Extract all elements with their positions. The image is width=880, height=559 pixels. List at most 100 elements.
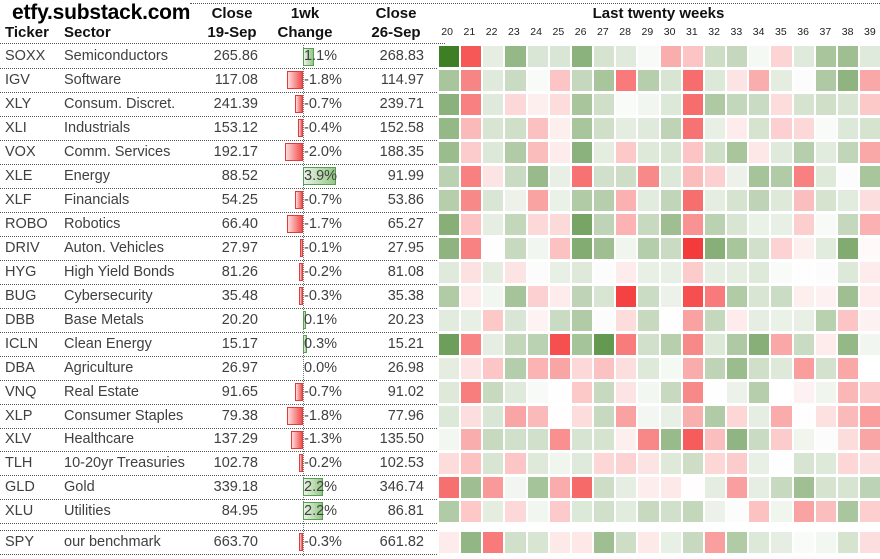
close-19sep-cell: 81.26 <box>221 263 258 280</box>
heatmap-cell <box>594 214 615 236</box>
change-data-bar <box>303 47 314 66</box>
heatmap-cell <box>594 309 615 331</box>
change-value-cell: 2.2% <box>304 503 338 520</box>
heatmap-cell <box>859 46 880 68</box>
heatmap-cell <box>660 261 681 283</box>
heatmap-cell <box>793 190 814 212</box>
close-26sep-cell: 188.35 <box>379 144 424 161</box>
heatmap-cell <box>439 477 460 499</box>
heatmap-cell <box>439 214 460 236</box>
heatmap-cell <box>571 477 593 499</box>
change-value-cell: 0.0% <box>304 359 338 376</box>
heatmap-cell <box>704 381 726 403</box>
heatmap-cell <box>682 118 703 140</box>
heatmap-cell <box>483 261 504 283</box>
heatmap-cell <box>616 237 637 259</box>
ticker-cell: XLI <box>5 120 27 137</box>
site-title: etfy.substack.com <box>12 1 191 24</box>
close-19sep-cell: 265.86 <box>213 48 258 65</box>
heatmap-cell <box>616 261 637 283</box>
heatmap-cell <box>704 190 726 212</box>
ticker-cell: DBA <box>5 359 35 376</box>
heatmap-cell <box>815 70 836 92</box>
heatmap-cell <box>439 261 460 283</box>
heatmap-cell <box>638 70 659 92</box>
heatmap-row <box>437 332 880 356</box>
heatmap-cell <box>571 357 593 379</box>
sector-cell: Auton. Vehicles <box>64 239 164 256</box>
row-left-section: BUG Cybersecurity 35.48 -0.3% 35.38 <box>0 284 437 309</box>
heatmap-cell <box>549 118 570 140</box>
heatmap-cell <box>549 166 570 188</box>
heatmap-row <box>437 356 880 380</box>
heatmap-cell <box>771 142 792 164</box>
week-number-label: 23 <box>508 26 520 38</box>
heatmap-cell <box>704 405 726 427</box>
heatmap-cell <box>571 46 593 68</box>
heatmap-cell <box>704 166 726 188</box>
sector-cell: Utilities <box>64 503 111 520</box>
heatmap-cell <box>749 214 770 236</box>
row-left-section: VNQ Real Estate 91.65 -0.7% 91.02 <box>0 380 437 405</box>
heatmap-cell <box>638 166 659 188</box>
heatmap-cell <box>461 190 482 212</box>
heatmap-cell <box>439 405 460 427</box>
heatmap-cell <box>771 477 792 499</box>
heatmap-cell <box>483 405 504 427</box>
heatmap-cell <box>660 166 681 188</box>
ticker-cell: SOXX <box>5 48 46 65</box>
heatmap-cell <box>682 429 703 451</box>
heatmap-cell <box>793 70 814 92</box>
change-value-cell: 2.2% <box>304 479 338 496</box>
ticker-cell: HYG <box>5 263 37 280</box>
close-19sep-cell: 91.65 <box>221 383 258 400</box>
heatmap-cell <box>660 453 681 475</box>
heatmap-cell <box>815 357 836 379</box>
column-header-ticker: Ticker <box>5 24 49 41</box>
heatmap-cell <box>704 501 726 523</box>
heatmap-cell <box>704 214 726 236</box>
heatmap-cell <box>616 532 637 554</box>
heatmap-cell <box>815 94 836 116</box>
heatmap-cell <box>461 501 482 523</box>
heatmap-cell <box>483 166 504 188</box>
heatmap-cell <box>793 429 814 451</box>
row-left-section: DBB Base Metals 20.20 0.1% 20.23 <box>0 308 437 333</box>
close-26sep-cell: 20.23 <box>387 311 424 328</box>
heatmap-cell <box>793 309 814 331</box>
heatmap-cell <box>837 190 858 212</box>
close-19sep-cell: 35.48 <box>221 287 258 304</box>
heatmap-cell <box>837 285 858 307</box>
heatmap-cell <box>727 532 748 554</box>
sector-cell: 10-20yr Treasuries <box>64 455 185 472</box>
change-data-bar <box>295 95 303 114</box>
close-19sep-cell: 102.78 <box>213 455 258 472</box>
change-value-cell: -0.7% <box>304 192 342 209</box>
heatmap-cell <box>527 333 548 355</box>
heatmap-cell <box>594 285 615 307</box>
heatmap-cell <box>704 46 726 68</box>
change-data-bar <box>295 382 303 401</box>
heatmap-cell <box>616 142 637 164</box>
heatmap-cell <box>549 214 570 236</box>
heatmap-cell <box>837 142 858 164</box>
heatmap-cell <box>771 118 792 140</box>
heatmap-cell <box>527 381 548 403</box>
heatmap-cell <box>594 166 615 188</box>
heatmap-row <box>437 404 880 428</box>
heatmap-cell <box>815 190 836 212</box>
heatmap-cell <box>549 46 570 68</box>
top-dotted-divider <box>190 3 880 4</box>
change-value-cell: 0.1% <box>304 311 338 328</box>
heatmap-cell <box>727 118 748 140</box>
heatmap-cell <box>549 285 570 307</box>
table-row: SOXX Semiconductors 265.86 1.1% 268.83 <box>0 45 880 70</box>
heatmap-cell <box>727 429 748 451</box>
heatmap-cell <box>727 405 748 427</box>
heatmap-cell <box>859 477 880 499</box>
heatmap-cell <box>859 532 880 554</box>
heatmap-cell <box>660 142 681 164</box>
heatmap-cell <box>771 237 792 259</box>
close-19sep-cell: 339.18 <box>213 479 258 496</box>
table-row: VNQ Real Estate 91.65 -0.7% 91.02 <box>0 380 880 405</box>
